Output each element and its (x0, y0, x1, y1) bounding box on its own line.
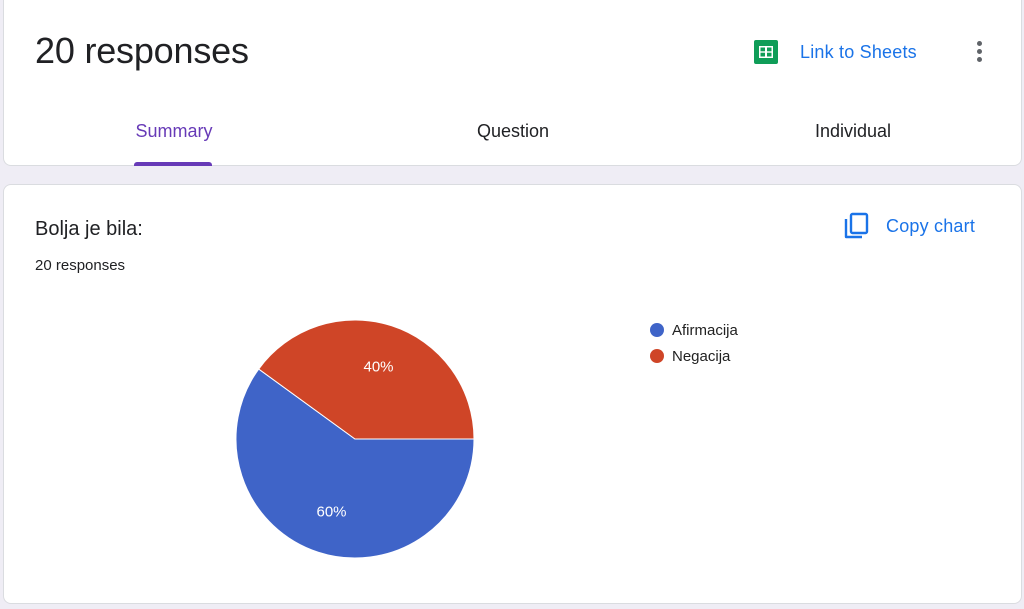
link-to-sheets-button[interactable]: Link to Sheets (754, 36, 917, 68)
tab-summary[interactable]: Summary (4, 104, 344, 166)
pie-data-label: 60% (316, 503, 346, 520)
pie-data-label: 40% (363, 359, 393, 376)
chart-legend: Afirmacija Negacija (650, 317, 738, 369)
legend-item-afirmacija: Afirmacija (650, 317, 738, 343)
legend-item-negacija: Negacija (650, 343, 738, 369)
tab-individual-label: Individual (814, 121, 892, 141)
copy-chart-button[interactable]: Copy chart (844, 211, 975, 241)
pie-slice-negacija (258, 319, 475, 440)
tab-question[interactable]: Question (343, 104, 683, 166)
google-sheets-icon (754, 40, 778, 64)
legend-label: Negacija (672, 347, 731, 365)
copy-icon (844, 212, 869, 239)
page-title: 20 responses (35, 30, 249, 71)
question-summary-card: Bolja je bila: 20 responses Copy chart 6… (3, 184, 1022, 604)
pie-chart: 60% 40% (235, 319, 475, 559)
more-vert-icon-dot (976, 56, 982, 62)
more-options-button[interactable] (966, 36, 992, 66)
more-vert-icon-dot (976, 40, 982, 46)
link-to-sheets-label: Link to Sheets (800, 41, 917, 62)
legend-swatch (650, 323, 664, 337)
copy-chart-label: Copy chart (886, 215, 976, 236)
legend-swatch (650, 349, 664, 363)
active-tab-indicator (134, 162, 212, 166)
more-vert-icon-dot (976, 48, 982, 54)
tab-summary-label: Summary (135, 121, 213, 141)
question-title: Bolja je bila: (35, 218, 143, 240)
tab-question-label: Question (476, 121, 550, 141)
legend-label: Afirmacija (672, 321, 738, 339)
question-response-count: 20 responses (35, 257, 126, 274)
responses-header-card: 20 responses Link to Sheets Summary Ques… (3, 0, 1022, 166)
pie-slice-afirmacija (235, 368, 475, 559)
tab-individual[interactable]: Individual (683, 104, 1023, 166)
response-tabs: Summary Question Individual (4, 104, 1023, 166)
